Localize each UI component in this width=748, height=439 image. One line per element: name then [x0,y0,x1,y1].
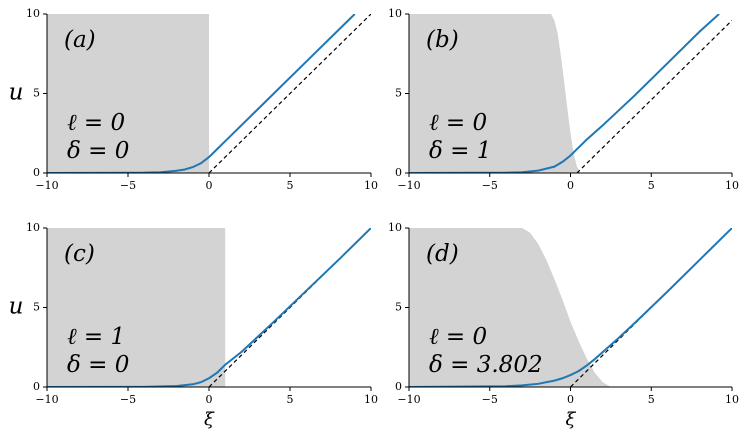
y-tick-label: 10 [26,7,40,20]
x-tick-label: 0 [567,179,574,192]
y-tick-label: 0 [395,166,402,179]
annotation: ℓ = 0 [67,110,125,136]
x-tick-label: −10 [397,393,420,406]
y-tick-label: 5 [33,301,40,314]
x-tick-label: −10 [35,393,58,406]
x-tick-label: 5 [648,179,655,192]
shaded-region [409,14,581,173]
x-tick-label: −10 [35,179,58,192]
shaded-region [409,228,611,387]
annotation: ℓ = 0 [429,324,487,350]
x-tick-label: 10 [725,179,739,192]
y-axis-label: u [9,80,24,106]
x-tick-label: 0 [206,179,213,192]
dashed-line [208,14,371,173]
y-tick-label: 10 [26,221,40,234]
y-tick-label: 10 [388,7,402,20]
curve [409,14,720,173]
annotation: δ = 0 [67,138,129,164]
x-tick-label: 10 [364,393,378,406]
x-tick-label: 0 [206,393,213,406]
y-axis-label: u [9,294,24,320]
x-tick-label: 5 [648,393,655,406]
curve [47,228,371,387]
x-axis-label: ξ [566,409,577,430]
annotation: ℓ = 0 [429,110,487,136]
shaded-region [47,228,226,387]
y-tick-label: 5 [395,301,402,314]
panel-label: (d) [426,241,459,267]
x-tick-label: −5 [482,393,498,406]
x-tick-label: −5 [120,393,136,406]
x-tick-label: 5 [287,393,294,406]
x-axis-label: ξ [204,409,215,430]
panel-label: (c) [64,241,95,267]
y-tick-label: 0 [395,380,402,393]
y-tick-label: 5 [395,87,402,100]
annotation: δ = 1 [429,138,491,164]
panel-label: (a) [64,27,96,53]
annotation: δ = 3.802 [429,352,543,378]
x-tick-label: 0 [567,393,574,406]
y-tick-label: 5 [33,87,40,100]
x-tick-label: −5 [120,179,136,192]
x-tick-label: 10 [725,393,739,406]
curve [409,228,732,387]
annotation: ℓ = 1 [67,324,125,350]
shaded-region [47,14,209,173]
panel-label: (b) [426,27,459,53]
x-tick-label: −5 [482,179,498,192]
x-tick-label: −10 [397,179,420,192]
annotation: δ = 0 [67,352,129,378]
x-tick-label: 5 [287,179,294,192]
x-tick-label: 10 [364,179,378,192]
curve [47,14,356,173]
y-tick-label: 0 [33,380,40,393]
y-tick-label: 10 [388,221,402,234]
y-tick-label: 0 [33,166,40,179]
dashed-line [576,19,732,173]
